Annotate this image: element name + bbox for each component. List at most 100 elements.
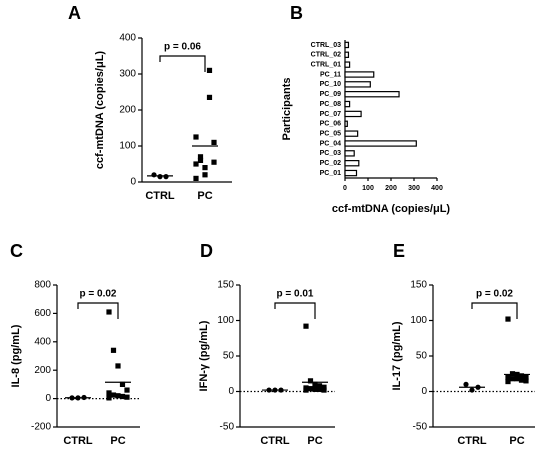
y-tick-label: CTRL_02 xyxy=(311,52,341,59)
y-axis-label: IL-8 (pg/mL) xyxy=(10,324,22,387)
y-tick-label: PC_05 xyxy=(320,130,342,137)
data-point xyxy=(211,139,217,145)
data-point xyxy=(312,381,318,387)
data-point xyxy=(303,323,309,329)
x-tick-label: PC xyxy=(197,190,212,202)
p-value: p = 0.02 xyxy=(476,289,513,300)
y-tick-label: 100 xyxy=(410,315,427,326)
y-tick-label: PC_06 xyxy=(320,121,342,128)
data-point xyxy=(523,374,529,380)
bar xyxy=(344,51,350,58)
bar xyxy=(344,61,351,68)
x-tick-label: 100 xyxy=(362,185,374,192)
y-tick-label: 400 xyxy=(119,33,136,44)
p-value: p = 0.02 xyxy=(80,289,117,300)
panel-label: D xyxy=(200,241,213,261)
data-point xyxy=(193,175,199,181)
bar xyxy=(344,169,358,177)
y-tick-label: 200 xyxy=(119,105,136,116)
bar xyxy=(344,41,350,49)
data-point xyxy=(124,387,130,393)
x-tick-label: 300 xyxy=(408,185,420,192)
data-point xyxy=(206,94,213,100)
x-tick-label: CTRL xyxy=(63,435,93,447)
panel-label: B xyxy=(290,3,303,23)
y-tick-label: 50 xyxy=(223,351,235,362)
data-point xyxy=(110,392,117,398)
y-tick-label: 0 xyxy=(130,177,136,188)
y-tick-label: CTRL_03 xyxy=(311,42,341,49)
bar xyxy=(344,120,348,127)
y-tick-label: 0 xyxy=(421,386,427,397)
y-tick-label: 0 xyxy=(45,393,51,404)
data-point xyxy=(193,134,199,140)
bar xyxy=(344,160,360,167)
y-tick-label: PC_08 xyxy=(320,101,342,108)
data-point xyxy=(523,378,529,384)
y-tick-label: 100 xyxy=(217,315,234,326)
x-tick-label: PC xyxy=(307,435,322,447)
y-tick-label: 200 xyxy=(34,365,51,376)
data-point xyxy=(115,393,121,399)
data-point xyxy=(106,309,112,315)
data-point xyxy=(193,161,199,167)
data-point xyxy=(303,387,309,393)
y-tick-label: PC_03 xyxy=(320,150,342,157)
panel-label: A xyxy=(68,3,81,23)
data-point xyxy=(505,316,511,322)
y-tick-label: 150 xyxy=(217,280,234,291)
y-tick-label: PC_09 xyxy=(320,91,342,98)
y-tick-label: PC_11 xyxy=(320,71,341,78)
y-tick-label: -50 xyxy=(220,422,235,433)
data-point xyxy=(119,393,126,400)
significance-bracket xyxy=(274,302,316,319)
bar xyxy=(344,150,355,157)
data-point xyxy=(463,381,469,387)
y-axis-label: IFN-γ (pg/mL) xyxy=(198,320,210,391)
data-point xyxy=(119,381,126,387)
x-tick-label: PC xyxy=(110,435,125,447)
y-tick-label: 0 xyxy=(228,386,234,397)
bar xyxy=(344,100,351,108)
data-point xyxy=(124,394,130,400)
data-point xyxy=(316,386,323,392)
panel-label: C xyxy=(10,241,23,261)
data-point xyxy=(321,387,327,393)
y-tick-label: PC_02 xyxy=(320,160,342,167)
data-point xyxy=(106,395,112,401)
significance-bracket xyxy=(159,55,206,72)
x-tick-label: 400 xyxy=(431,185,443,192)
y-axis-label: IL-17 (pg/mL) xyxy=(391,321,403,390)
p-value: p = 0.06 xyxy=(164,42,201,53)
data-point xyxy=(211,159,217,165)
data-point xyxy=(316,383,323,389)
y-tick-label: PC_10 xyxy=(320,81,342,88)
x-tick-label: CTRL xyxy=(260,435,290,447)
data-point xyxy=(202,165,208,171)
y-tick-label: -50 xyxy=(413,422,428,433)
x-axis-label: ccf-mtDNA (copies/μL) xyxy=(332,203,451,215)
y-axis-label: ccf-mtDNA (copies/μL) xyxy=(94,51,106,170)
bar xyxy=(344,140,417,147)
data-point xyxy=(509,376,516,382)
data-point xyxy=(321,384,327,390)
data-point xyxy=(110,347,117,353)
data-point xyxy=(505,378,511,385)
y-tick-label: PC_01 xyxy=(320,170,342,177)
x-tick-label: PC xyxy=(509,435,524,447)
data-point xyxy=(197,157,204,163)
y-tick-label: 300 xyxy=(119,69,136,80)
data-point xyxy=(206,67,213,73)
data-point xyxy=(106,390,112,396)
x-tick-label: CTRL xyxy=(457,435,487,447)
data-point xyxy=(115,363,121,369)
data-point xyxy=(518,373,525,379)
y-axis-label: Participants xyxy=(281,78,293,141)
y-tick-label: PC_07 xyxy=(320,111,342,118)
data-point xyxy=(518,377,525,383)
y-tick-label: 800 xyxy=(34,280,51,291)
data-point xyxy=(151,172,157,178)
data-point xyxy=(307,386,314,392)
data-point xyxy=(312,386,318,392)
